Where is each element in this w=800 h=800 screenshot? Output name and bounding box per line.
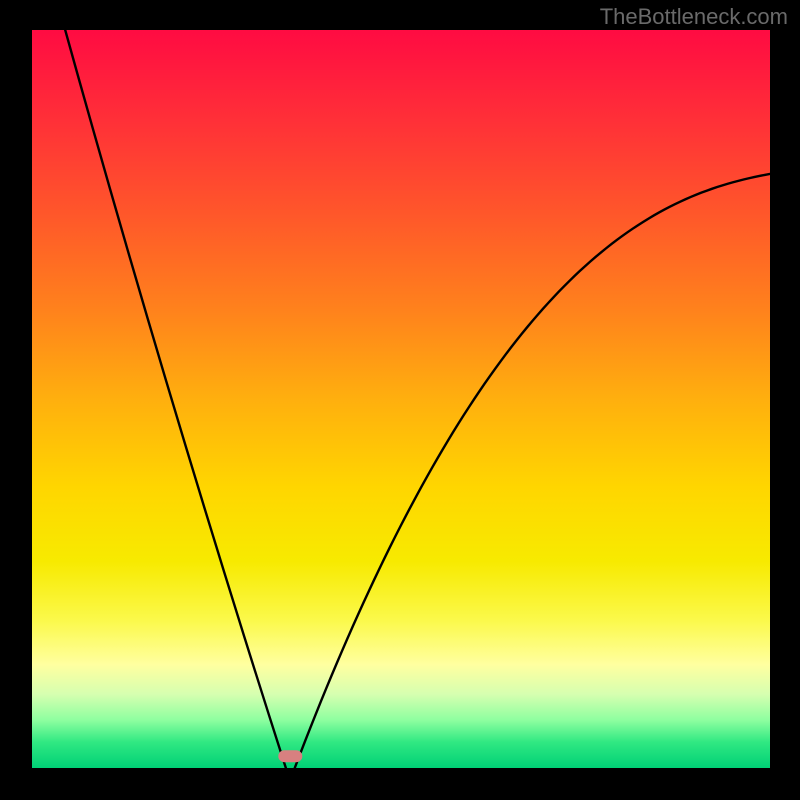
- gradient-background: [32, 30, 770, 768]
- chart-svg: [32, 30, 770, 768]
- chart-container: TheBottleneck.com: [0, 0, 800, 800]
- plot-area: [32, 30, 770, 768]
- cusp-marker: [278, 750, 302, 762]
- watermark-text: TheBottleneck.com: [600, 4, 788, 30]
